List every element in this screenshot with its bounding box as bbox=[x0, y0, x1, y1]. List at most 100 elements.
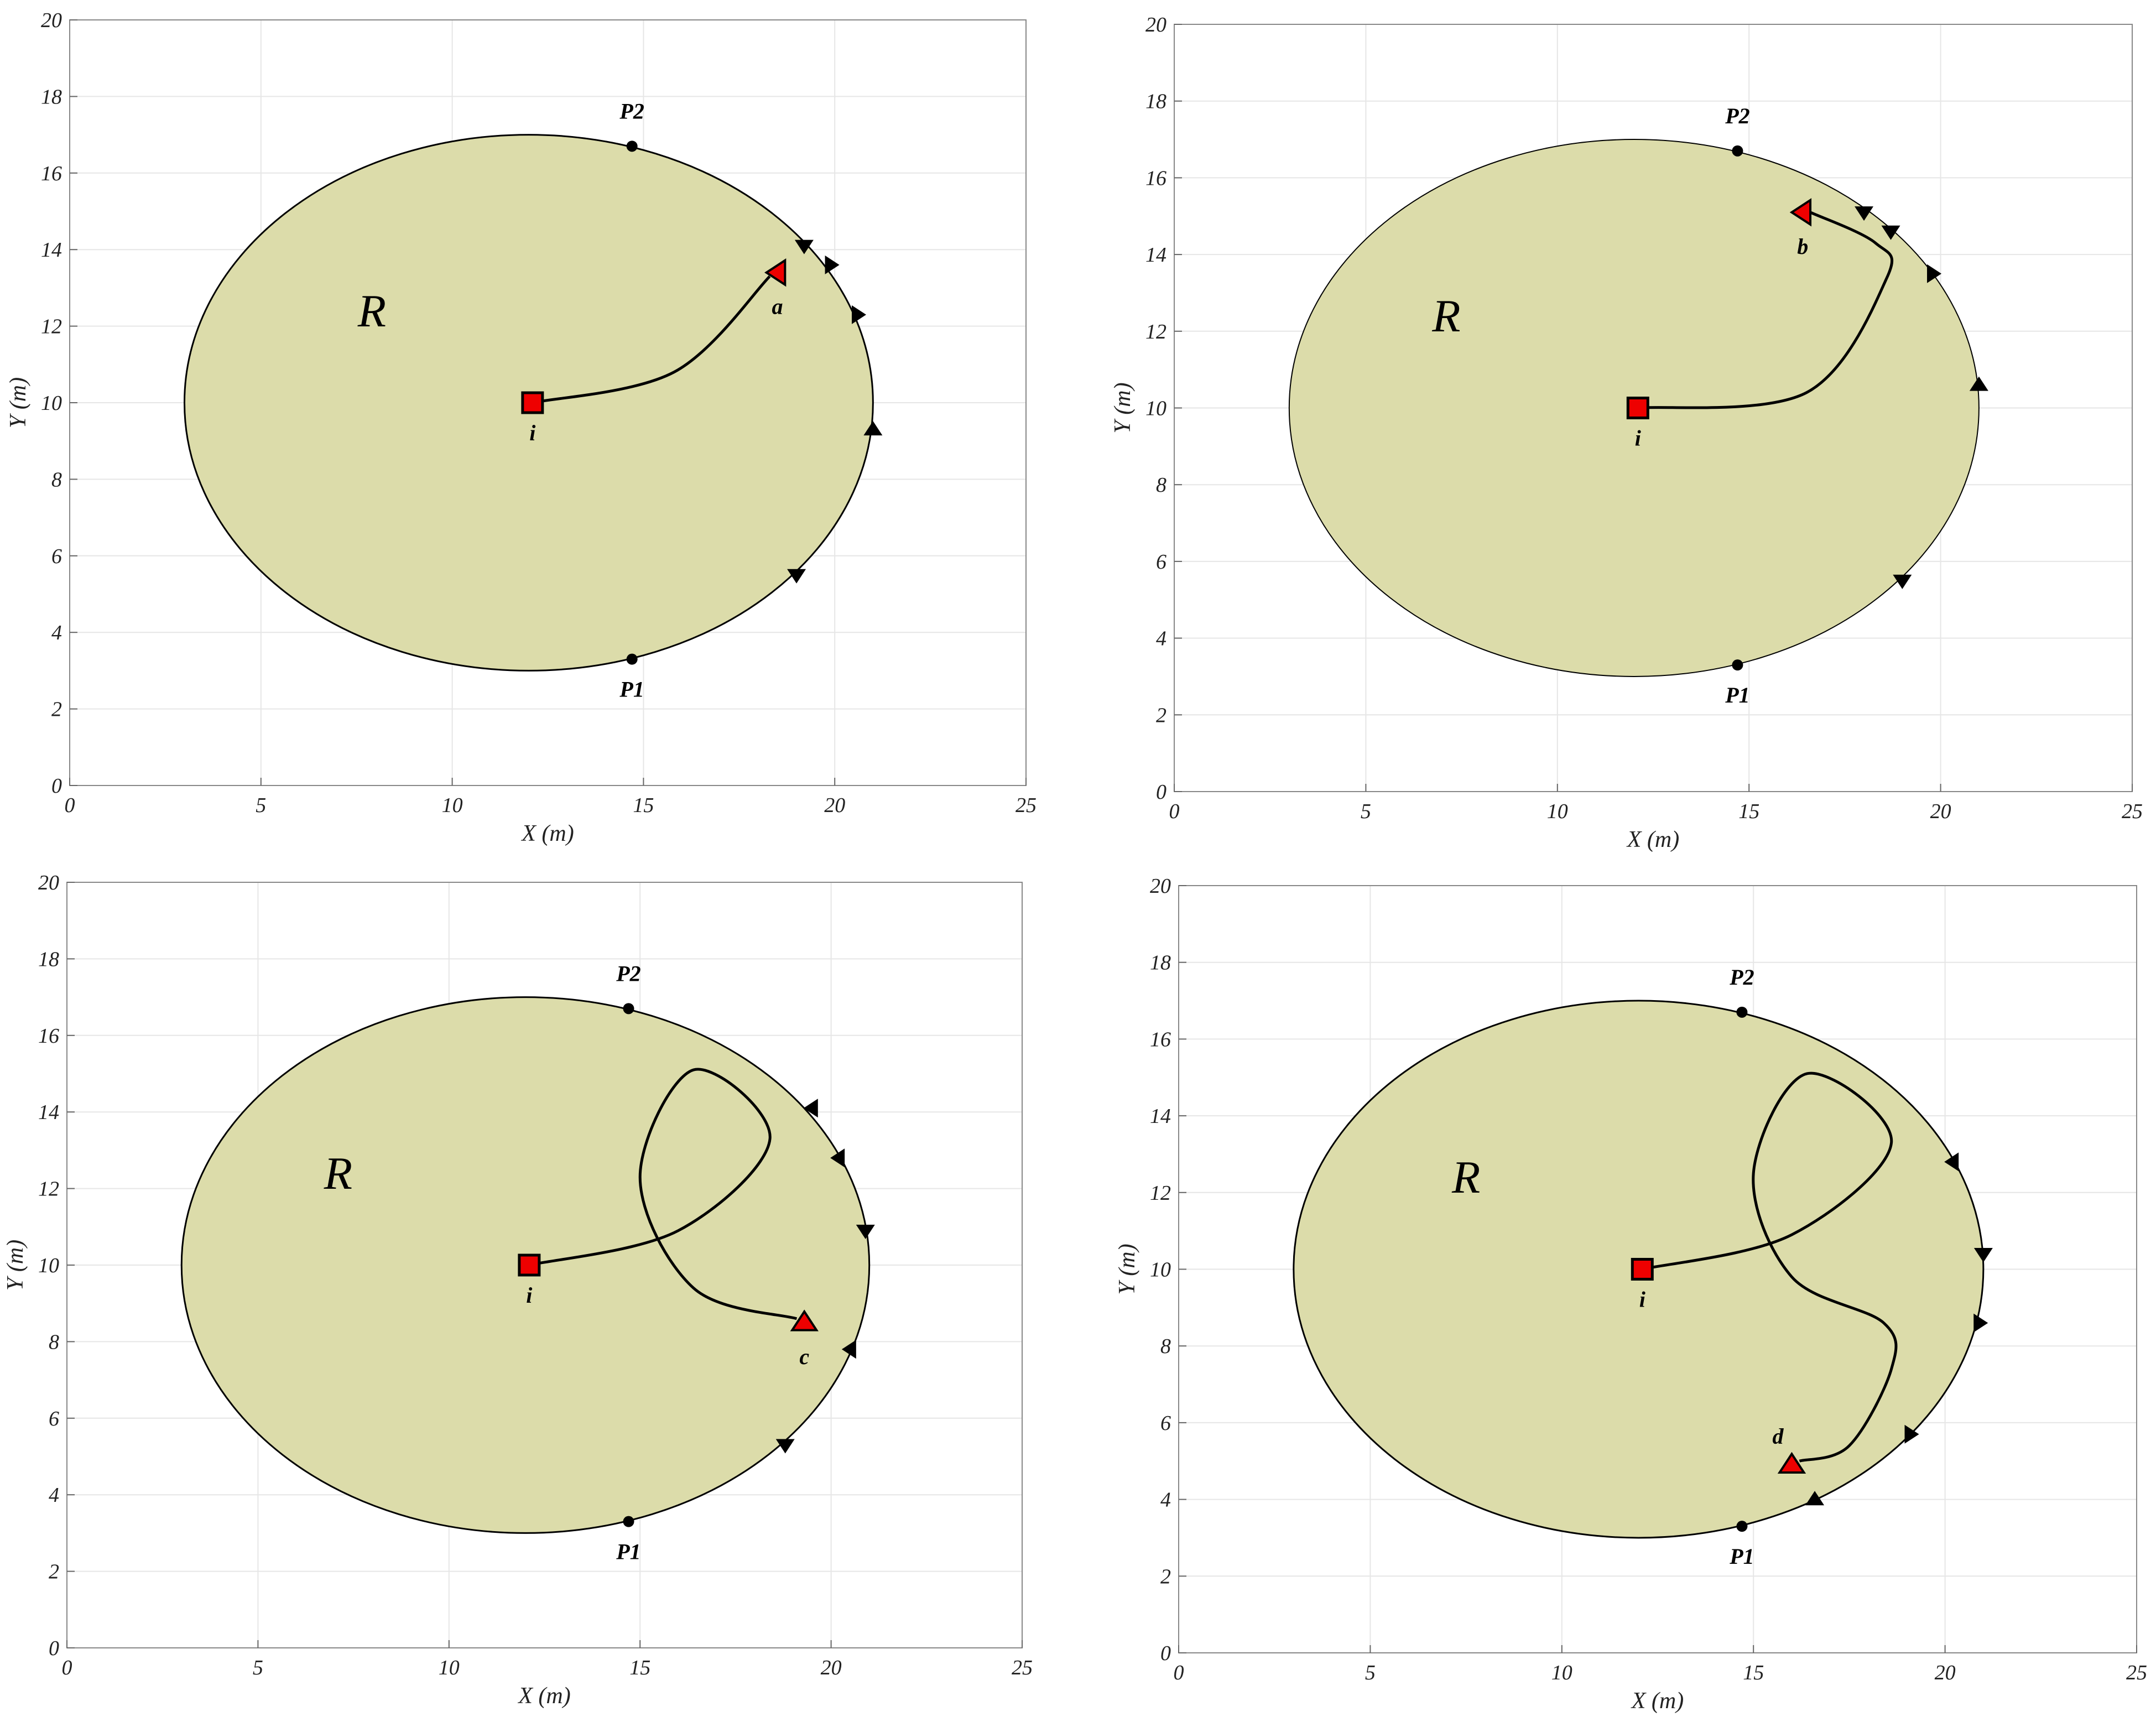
x-tick-label: 20 bbox=[821, 1656, 842, 1679]
x-axis-label: X (m) bbox=[517, 1683, 570, 1709]
start-square bbox=[1631, 1258, 1654, 1281]
boundary-marker bbox=[1881, 225, 1900, 240]
boundary-point-p2 bbox=[626, 141, 638, 152]
start-label: i bbox=[529, 420, 535, 445]
tick-labels: 0 5 10 15 20 25 0 2 4 6 8 10 12 14 16 18 20 bbox=[1145, 13, 2143, 823]
trajectory-path bbox=[1642, 1071, 1898, 1463]
boundary-marker bbox=[825, 255, 840, 274]
region-label: R bbox=[324, 1148, 352, 1199]
y-tick-label: 16 bbox=[1145, 167, 1166, 190]
y-tick-label: 18 bbox=[1145, 90, 1166, 113]
boundary-markers bbox=[1855, 206, 1988, 589]
y-tick-label: 14 bbox=[38, 1101, 59, 1124]
y-tick-label: 0 bbox=[1156, 781, 1166, 804]
y-tick-label: 14 bbox=[1145, 243, 1166, 267]
y-tick-label: 20 bbox=[41, 9, 62, 32]
x-tick-label: 5 bbox=[253, 1656, 263, 1679]
boundary-points: P2 P1 bbox=[1725, 103, 1749, 707]
y-tick-label: 14 bbox=[41, 238, 62, 262]
boundary-markers bbox=[775, 1099, 875, 1454]
boundary-point-label: P1 bbox=[616, 1539, 640, 1564]
boundary-point-label: P1 bbox=[1725, 683, 1749, 707]
y-tick-label: 10 bbox=[1145, 397, 1166, 420]
panel-b: 0 5 10 15 20 25 0 2 4 6 8 10 12 14 16 18 20 R P2 P1 i b X… bbox=[1110, 13, 2143, 852]
target-label: d bbox=[1772, 1424, 1784, 1449]
y-tick-label: 6 bbox=[1156, 550, 1166, 574]
boundary-markers bbox=[787, 240, 883, 584]
tick-labels: 0 5 10 15 20 25 0 2 4 6 8 10 12 14 16 18 20 bbox=[38, 871, 1033, 1679]
y-tick-label: 0 bbox=[1160, 1642, 1171, 1665]
boundary-point-label: P2 bbox=[1729, 965, 1754, 990]
trajectory-path bbox=[1638, 211, 1894, 409]
boundary-marker bbox=[775, 1439, 795, 1454]
y-tick-label: 2 bbox=[1160, 1565, 1171, 1588]
start-label: i bbox=[526, 1283, 532, 1308]
boundary-marker bbox=[803, 1099, 818, 1118]
x-tick-label: 25 bbox=[1012, 1656, 1033, 1679]
y-tick-label: 20 bbox=[1145, 13, 1166, 37]
boundary-point-p2 bbox=[1732, 145, 1743, 157]
y-tick-label: 2 bbox=[51, 698, 62, 721]
y-tick-label: 0 bbox=[49, 1637, 59, 1660]
boundary-point-label: P1 bbox=[619, 677, 644, 702]
panel-a: 0 5 10 15 20 25 0 2 4 6 8 10 12 14 16 18 20 R P2 P1 i a X… bbox=[6, 9, 1037, 846]
boundary-points: P2 P1 bbox=[616, 961, 640, 1564]
target-label: b bbox=[1797, 234, 1808, 259]
y-tick-label: 8 bbox=[1156, 474, 1166, 497]
boundary-points: P2 P1 bbox=[1729, 965, 1754, 1569]
target-triangle bbox=[1777, 1452, 1806, 1474]
y-axis-label: Y (m) bbox=[6, 377, 31, 428]
y-tick-label: 4 bbox=[1160, 1489, 1171, 1512]
boundary-point-label: P2 bbox=[619, 98, 644, 123]
boundary-point-p2 bbox=[623, 1003, 634, 1015]
y-tick-label: 12 bbox=[1145, 320, 1166, 344]
y-tick-label: 18 bbox=[38, 948, 59, 971]
boundary-marker bbox=[1944, 1152, 1959, 1172]
boundary-point-p1 bbox=[626, 653, 638, 665]
x-tick-label: 25 bbox=[2122, 800, 2143, 823]
x-tick-label: 25 bbox=[1015, 794, 1037, 817]
boundary-marker bbox=[1927, 264, 1942, 283]
boundary-marker bbox=[787, 569, 806, 584]
y-axis-label: Y (m) bbox=[3, 1240, 28, 1291]
start-square bbox=[1626, 397, 1649, 419]
x-tick-label: 15 bbox=[1743, 1661, 1764, 1684]
y-tick-label: 18 bbox=[41, 85, 62, 108]
start-label: i bbox=[1635, 426, 1641, 451]
y-tick-label: 2 bbox=[49, 1560, 59, 1584]
x-tick-label: 20 bbox=[824, 794, 845, 817]
y-tick-label: 10 bbox=[1150, 1258, 1171, 1282]
y-tick-label: 4 bbox=[51, 621, 62, 644]
x-tick-label: 0 bbox=[1169, 800, 1180, 823]
y-tick-label: 6 bbox=[51, 545, 62, 568]
start-square bbox=[518, 1253, 541, 1277]
y-tick-label: 16 bbox=[38, 1024, 59, 1048]
x-tick-label: 20 bbox=[1930, 800, 1951, 823]
x-tick-label: 5 bbox=[256, 794, 266, 817]
y-tick-label: 0 bbox=[51, 774, 62, 798]
boundary-points: P2 P1 bbox=[619, 98, 644, 701]
x-tick-label: 15 bbox=[1738, 800, 1759, 823]
y-tick-label: 18 bbox=[1150, 951, 1171, 975]
boundary-marker bbox=[1805, 1491, 1825, 1506]
target-triangle bbox=[790, 1309, 819, 1331]
boundary-marker bbox=[856, 1225, 875, 1240]
trajectory-path bbox=[529, 1068, 798, 1320]
region-label: R bbox=[1451, 1152, 1480, 1203]
boundary-point-p1 bbox=[623, 1516, 634, 1527]
y-tick-label: 16 bbox=[1150, 1028, 1171, 1051]
x-tick-label: 10 bbox=[1547, 800, 1568, 823]
boundary-marker bbox=[1904, 1424, 1919, 1444]
tick-labels: 0 5 10 15 20 25 0 2 4 6 8 10 12 14 16 18 20 bbox=[1150, 875, 2147, 1684]
boundary-markers bbox=[1805, 1152, 1993, 1506]
x-axis-label: X (m) bbox=[520, 821, 574, 846]
x-tick-label: 0 bbox=[62, 1656, 72, 1679]
y-tick-label: 12 bbox=[41, 315, 62, 339]
y-tick-label: 8 bbox=[1160, 1335, 1171, 1358]
boundary-marker bbox=[851, 305, 866, 324]
y-tick-label: 10 bbox=[38, 1254, 59, 1277]
y-tick-label: 2 bbox=[1156, 704, 1166, 727]
x-tick-label: 5 bbox=[1361, 800, 1371, 823]
x-tick-label: 5 bbox=[1365, 1661, 1376, 1684]
